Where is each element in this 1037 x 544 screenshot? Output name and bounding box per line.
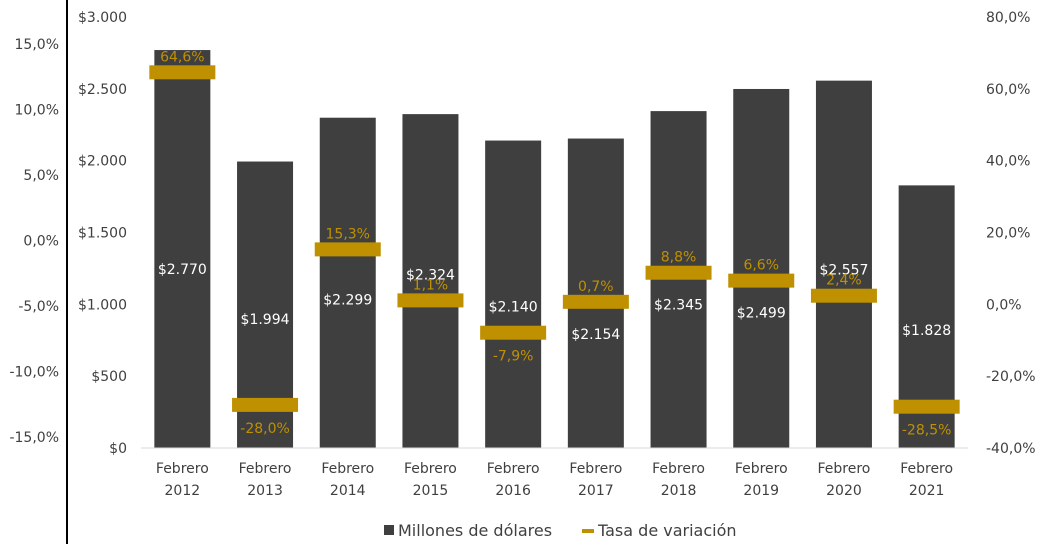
bar-value-label: $2.345 [654,298,703,314]
outer-tick-label: -15,0% [9,430,59,446]
primary-tick-label: $3.000 [78,10,127,26]
secondary-tick-label: 60,0% [986,82,1030,98]
category-label-line1: Febrero [900,461,953,477]
category-label-line1: Febrero [735,461,788,477]
category-label-line2: 2021 [909,483,945,499]
category-label-line2: 2014 [330,483,366,499]
legend-bar-label: Millones de dólares [398,521,552,540]
category-label-line1: Febrero [487,461,540,477]
category-label-line1: Febrero [239,461,292,477]
rate-marker [562,294,629,309]
bar [733,88,790,449]
rate-value-label: 1,1% [413,277,449,293]
category-label-line2: 2016 [495,483,531,499]
rate-value-label: 6,6% [743,258,779,274]
bar [815,80,872,448]
rate-value-label: 64,6% [160,49,204,65]
bar-value-label: $2.154 [571,327,620,343]
primary-tick-label: $2.500 [78,82,127,98]
legend-bar-swatch [384,525,394,535]
primary-tick-label: $500 [91,369,127,385]
outer-tick-label: 0,0% [23,234,59,250]
legend: Millones de dólares Tasa de variación [384,521,737,540]
primary-y-axis: $0 $500 $1.000 $1.500 $2.000 $2.500 $3.000 [78,10,127,457]
primary-tick-label: $2.000 [78,154,127,170]
category-label-line2: 2019 [743,483,779,499]
category-label-line2: 2012 [165,483,201,499]
rate-value-label: -28,5% [902,423,952,439]
secondary-tick-label: 20,0% [986,226,1030,242]
secondary-tick-label: 0,0% [986,297,1022,313]
primary-tick-label: $0 [109,441,127,457]
category-label-line1: Febrero [404,461,457,477]
primary-tick-label: $1.500 [78,226,127,242]
secondary-tick-label: 40,0% [986,154,1030,170]
bar [319,117,376,449]
rate-value-label: 15,3% [326,226,370,242]
bar [567,138,624,449]
rate-marker [149,65,216,80]
outer-tick-label: -5,0% [18,299,59,315]
bar-value-label: $2.324 [406,267,455,283]
category-label-line1: Febrero [321,461,374,477]
rate-marker [397,293,464,308]
category-label-line2: 2017 [578,483,614,499]
bar-value-label: $1.828 [902,323,951,339]
category-label-line2: 2020 [826,483,862,499]
rate-value-label: 0,7% [578,279,614,295]
secondary-y-axis: -40,0% -20,0% 0,0% 20,0% 40,0% 60,0% 80,0% [986,10,1036,457]
category-label-line1: Febrero [569,461,622,477]
x-axis-categories: Febrero 2012 Febrero 2013 Febrero 2014 Febrero… [156,461,953,499]
category-label-line1: Febrero [652,461,705,477]
category-label-line1: Febrero [156,461,209,477]
bar-value-label: $2.299 [323,292,372,308]
bar [154,50,211,448]
rate-value-label: 2,4% [826,273,862,289]
rate-value-label: 8,8% [661,250,697,266]
category-label-line2: 2013 [247,483,283,499]
outer-left-axis: -15,0% -10,0% -5,0% 0,0% 5,0% 10,0% 15,0% [9,37,59,446]
outer-tick-label: 15,0% [15,37,59,53]
category-label-line2: 2018 [661,483,697,499]
secondary-tick-label: -40,0% [986,441,1036,457]
primary-tick-label: $1.000 [78,297,127,313]
legend-rate-swatch [582,529,594,533]
secondary-tick-label: -20,0% [986,369,1036,385]
rate-marker [645,265,712,280]
rate-value-label: -7,9% [493,349,534,365]
category-label-line2: 2015 [413,483,449,499]
secondary-tick-label: 80,0% [986,10,1030,26]
outer-tick-label: -10,0% [9,365,59,381]
rate-marker [480,325,547,340]
legend-rate-label: Tasa de variación [597,521,737,540]
outer-tick-label: 5,0% [23,168,59,184]
rate-marker [314,242,381,257]
rate-marker [810,288,877,303]
rate-marker [232,397,299,412]
bar-value-label: $2.499 [737,306,786,322]
bar [402,114,459,449]
rate-series: 64,6% -28,0% 15,3% 1,1% -7,9% 0,7% 8,8% 6,6% 2,4… [149,49,960,439]
rate-marker [728,273,795,288]
bar-series: $2.770 $1.994 $2.299 $2.324 $2.140 $2.154 $2.3… [154,50,955,449]
category-label-line1: Febrero [818,461,871,477]
bar-value-label: $2.770 [158,262,207,278]
bar [485,140,542,448]
bar-value-label: $2.557 [819,263,868,279]
rate-value-label: -28,0% [240,421,290,437]
outer-tick-label: 10,0% [15,103,59,119]
bar-value-label: $1.994 [241,312,290,328]
bar-value-label: $2.140 [489,300,538,316]
rate-marker [893,399,960,414]
